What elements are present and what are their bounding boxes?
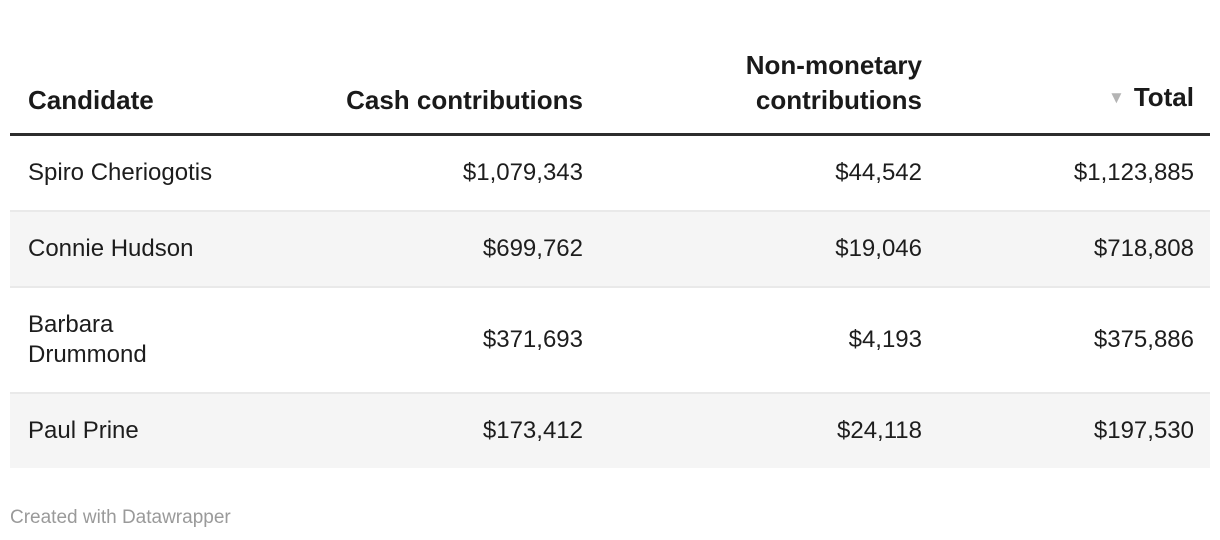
candidate-cell: Spiro Cheriogotis	[28, 159, 213, 186]
total-cell: $197,530	[1093, 417, 1194, 444]
table-row: Paul Prine $173,412 $24,118 $197,530	[10, 393, 1210, 468]
contributions-table: Candidate Cash contributions Non-monetar…	[10, 48, 1210, 468]
column-header-total-label: Total	[1133, 82, 1194, 112]
cash-contributions-cell: $1,079,343	[462, 159, 583, 186]
non-monetary-contributions-cell: $19,046	[835, 235, 922, 262]
total-cell: $375,886	[1093, 326, 1194, 353]
table-body: Spiro Cheriogotis $1,079,343 $44,542 $1,123…	[10, 135, 1210, 468]
table-row: Spiro Cheriogotis $1,079,343 $44,542 $1,123…	[10, 135, 1210, 212]
total-cell: $718,808	[1093, 235, 1194, 262]
cash-contributions-cell: $173,412	[482, 417, 583, 444]
candidate-cell: Paul Prine	[28, 417, 139, 444]
column-header-cash-contributions[interactable]: Cash contributions	[223, 48, 599, 136]
sort-descending-icon: ▼	[1107, 88, 1125, 107]
datawrapper-attribution: Created with Datawrapper	[10, 507, 231, 528]
column-header-non-monetary-contributions[interactable]: Non-monetary contributions	[599, 48, 938, 136]
cash-contributions-cell: $371,693	[482, 326, 583, 353]
candidate-cell: Connie Hudson	[28, 235, 194, 262]
contributions-table-container: Candidate Cash contributions Non-monetar…	[10, 48, 1210, 468]
non-monetary-contributions-cell: $4,193	[848, 326, 922, 353]
column-header-candidate[interactable]: Candidate	[10, 48, 223, 136]
non-monetary-contributions-cell: $44,542	[835, 159, 922, 186]
table-row: Connie Hudson $699,762 $19,046 $718,808	[10, 211, 1210, 287]
total-cell: $1,123,885	[1073, 159, 1194, 186]
candidate-cell: Barbara Drummond	[28, 311, 147, 368]
header-row: Candidate Cash contributions Non-monetar…	[10, 48, 1210, 136]
table-header: Candidate Cash contributions Non-monetar…	[10, 48, 1210, 136]
table-row: Barbara Drummond $371,693 $4,193 $375,886	[10, 287, 1210, 393]
cash-contributions-cell: $699,762	[482, 235, 583, 262]
column-header-total[interactable]: ▼ Total	[938, 48, 1210, 136]
non-monetary-contributions-cell: $24,118	[837, 417, 922, 444]
